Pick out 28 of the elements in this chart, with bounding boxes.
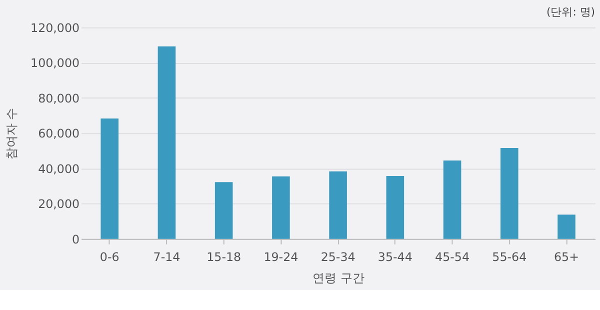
x-tick-label: 19-24 xyxy=(264,250,298,264)
y-axis-title: 참여자 수 xyxy=(4,108,19,160)
x-tick-label: 15-18 xyxy=(206,250,242,264)
bar xyxy=(443,160,462,239)
x-axis-title: 연령 구간 xyxy=(312,270,364,285)
x-tick-label: 7-14 xyxy=(153,250,180,264)
x-tick-label: 65+ xyxy=(554,250,580,264)
x-tick-label: 45-54 xyxy=(435,250,470,264)
y-tick-label: 0 xyxy=(72,232,80,246)
y-tick-label: 60,000 xyxy=(38,126,80,141)
x-tick-label: 55-64 xyxy=(492,250,527,264)
bar xyxy=(158,46,176,239)
x-tick-label: 25-34 xyxy=(320,250,356,264)
bar xyxy=(272,176,290,239)
x-tick-label: 0-6 xyxy=(100,250,120,264)
y-tick-label: 100,000 xyxy=(30,56,80,70)
bar xyxy=(329,171,347,239)
bar xyxy=(558,214,576,239)
bar xyxy=(386,176,404,239)
text: (단위: 명) xyxy=(546,6,596,19)
y-tick-label: 20,000 xyxy=(38,197,80,212)
bar xyxy=(214,182,233,239)
y-tick-label: 120,000 xyxy=(30,20,80,35)
bar xyxy=(500,148,518,239)
x-tick-label: 35-44 xyxy=(378,250,412,264)
bar xyxy=(100,118,119,239)
y-tick-label: 80,000 xyxy=(38,91,80,106)
y-tick-label: 40,000 xyxy=(38,162,80,176)
